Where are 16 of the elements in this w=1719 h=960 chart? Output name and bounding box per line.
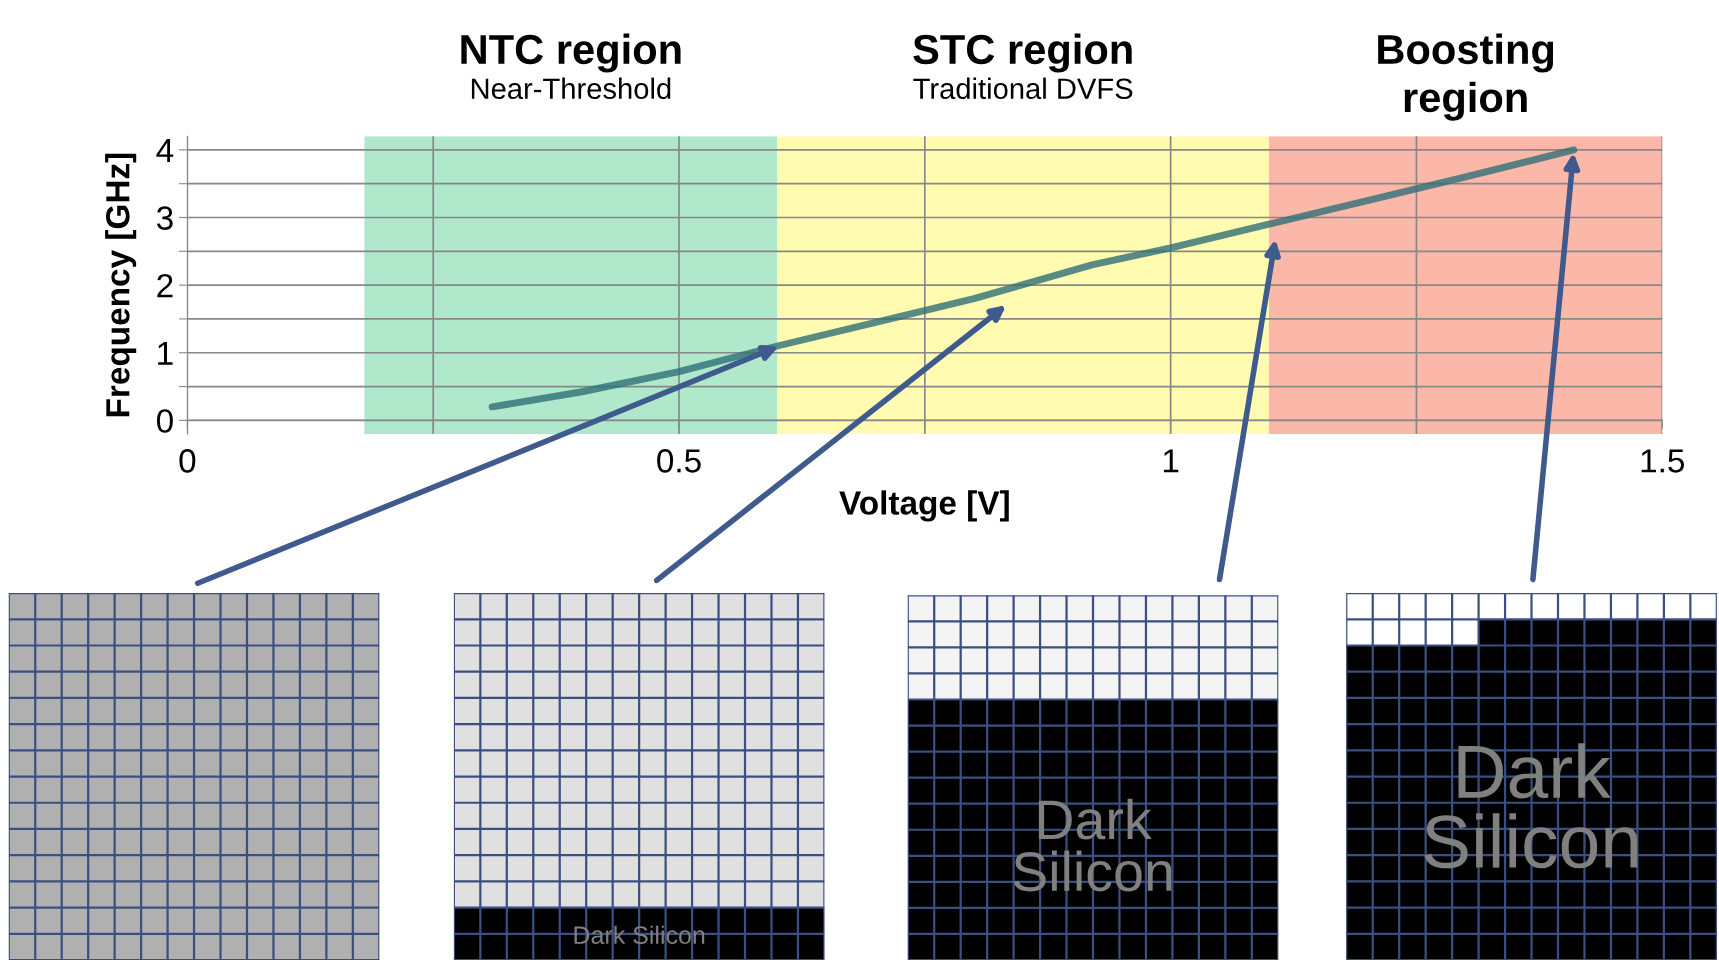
y-tick-label: 0 <box>156 409 173 433</box>
y-tick-label: 3 <box>156 206 173 230</box>
y-tick-label: 1 <box>158 341 173 365</box>
text: Traditional DVFS <box>913 77 1133 100</box>
band-label: NTC region <box>461 33 681 73</box>
x-tick-label: 1 <box>1163 449 1179 473</box>
text: Near-Threshold <box>471 77 671 100</box>
x-axis-title: Voltage [V] <box>839 490 1009 522</box>
y-tick-label: 4 <box>156 138 174 162</box>
band-label: Boosting region <box>1378 33 1554 121</box>
x-tick-label: 0 <box>179 449 196 473</box>
x-tick-label: 1.5 <box>1641 449 1685 473</box>
y-tick-label: 2 <box>157 273 173 298</box>
y-axis-title: Frequency [GHz] <box>105 153 137 417</box>
x-tick-label: 0.5 <box>657 449 701 473</box>
band-label: STC region <box>913 33 1132 73</box>
